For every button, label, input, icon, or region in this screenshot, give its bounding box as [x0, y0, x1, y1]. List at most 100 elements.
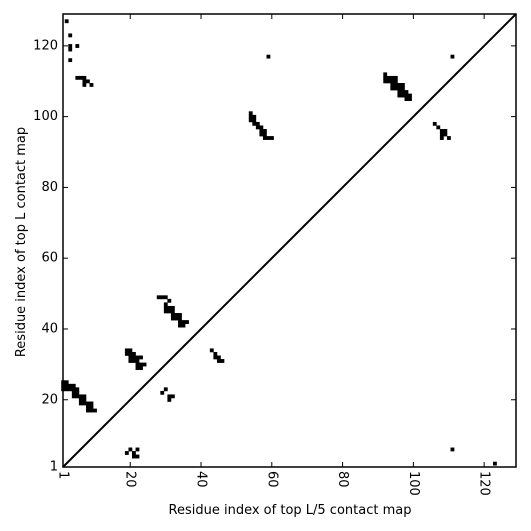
contact-cell-top-l	[124, 351, 129, 356]
contact-cell-top-l	[132, 351, 136, 356]
contact-cell-top-l	[160, 390, 165, 395]
contact-cell-top-l5	[450, 447, 455, 452]
contact-cell-top-l	[185, 320, 189, 324]
contact-cell-top-l	[216, 359, 221, 363]
contact-cell-top-l	[174, 313, 179, 317]
contact-cell-top-l	[220, 359, 225, 363]
contact-cell-top-l	[64, 387, 69, 392]
contact-cell-top-l	[68, 58, 73, 63]
contact-cell-top-l	[71, 387, 76, 392]
contact-cell-top-l	[82, 83, 87, 87]
contact-cell-top-l	[135, 366, 140, 370]
contact-cell-top-l	[390, 79, 395, 84]
x-tick-label: 40	[194, 471, 209, 488]
contact-cell-top-l	[163, 387, 168, 392]
contact-cell-top-l5	[492, 461, 497, 466]
contact-cell-top-l	[252, 114, 257, 119]
contact-cell-top-l	[167, 305, 172, 310]
contact-cell-top-l	[252, 121, 257, 126]
contact-cell-top-l	[75, 75, 80, 80]
contact-cell-top-l	[68, 383, 73, 388]
contact-cell-top-l	[75, 394, 80, 399]
contact-cell-top-l	[450, 54, 455, 59]
contact-cell-top-l	[439, 136, 444, 140]
contact-cell-top-l	[170, 313, 175, 317]
contact-cell-top-l	[213, 355, 218, 360]
contact-cell-top-l	[390, 83, 395, 87]
contact-cell-top-l	[163, 295, 168, 300]
contact-cell-top-l	[259, 129, 264, 133]
contact-cell-top-l	[259, 125, 264, 130]
contact-cell-top-l	[78, 401, 83, 406]
contact-cell-top-l	[163, 309, 168, 314]
contact-cell-top-l	[400, 90, 405, 94]
contact-cell-top-l	[393, 83, 398, 87]
contact-cell-top-l	[400, 86, 405, 91]
contact-cell-top-l	[170, 316, 175, 321]
contact-cell-top-l	[383, 72, 388, 77]
x-tick-label: 60	[264, 471, 279, 488]
contact-cell-top-l	[446, 136, 451, 140]
contact-cell-top-l	[82, 401, 87, 406]
contact-cell-top-l	[89, 83, 94, 87]
x-tick-label: 1	[56, 471, 71, 479]
contact-cell-top-l	[404, 97, 409, 102]
contact-cell-top-l	[93, 408, 97, 413]
contact-cell-top-l	[132, 359, 136, 363]
contact-cell-top-l	[167, 394, 172, 399]
contact-cell-top-l	[393, 79, 398, 84]
contact-cell-top-l	[132, 355, 136, 360]
contact-cell-top-l	[216, 355, 221, 360]
contact-cell-top-l	[128, 348, 133, 353]
contact-cell-top-l	[436, 125, 441, 130]
contact-cell-top-l	[160, 295, 165, 300]
contact-cell-top-l	[86, 408, 90, 413]
contact-cell-top-l	[128, 359, 133, 363]
contact-cell-top-l	[383, 79, 388, 84]
contact-cell-top-l5	[132, 454, 136, 459]
contact-cell-top-l	[178, 320, 182, 324]
contact-cell-top-l	[383, 75, 388, 80]
contact-cell-top-l	[89, 408, 94, 413]
contact-cell-top-l	[178, 323, 182, 328]
y-axis-label: Residue index of top L contact map	[14, 127, 29, 357]
contact-cell-top-l	[443, 132, 448, 137]
contact-cell-top-l	[390, 86, 395, 91]
contact-cell-top-l	[259, 132, 264, 137]
contact-cell-top-l	[439, 129, 444, 133]
contact-cell-top-l	[270, 136, 274, 140]
contact-cell-top-l	[170, 394, 175, 399]
x-tick-label: 20	[123, 471, 138, 488]
contact-cell-top-l	[139, 355, 143, 360]
contact-cell-top-l	[142, 362, 147, 367]
contact-cell-top-l5	[132, 451, 136, 455]
contact-cell-top-l	[397, 90, 402, 94]
contact-cell-top-l	[64, 19, 69, 24]
contact-cell-top-l	[128, 355, 133, 360]
contact-cell-top-l	[68, 44, 73, 48]
contact-cell-top-l	[404, 93, 409, 98]
contact-cell-top-l	[262, 136, 267, 140]
contact-cell-top-l5	[135, 454, 140, 459]
contact-cell-top-l	[181, 323, 186, 328]
contact-cell-top-l	[393, 86, 398, 91]
x-tick-label: 100	[406, 471, 421, 496]
contact-cell-top-l	[139, 362, 143, 367]
contact-cell-top-l	[82, 394, 87, 399]
x-tick-label: 120	[477, 471, 492, 496]
y-tick-label: 60	[41, 251, 58, 266]
contact-cell-top-l	[255, 121, 260, 126]
contact-cell-top-l5	[128, 447, 133, 452]
contact-cell-top-l	[400, 93, 405, 98]
x-axis-label: Residue index of top L/5 contact map	[169, 503, 412, 518]
contact-cell-top-l	[393, 75, 398, 80]
contact-cell-top-l	[170, 305, 175, 310]
contact-cell-top-l	[209, 348, 214, 353]
contact-cell-top-l	[178, 316, 182, 321]
y-tick-label: 120	[33, 38, 58, 53]
contact-cell-top-l	[135, 359, 140, 363]
contact-cell-top-l	[135, 362, 140, 367]
contact-cell-top-l	[390, 75, 395, 80]
contact-cell-top-l	[128, 351, 133, 356]
